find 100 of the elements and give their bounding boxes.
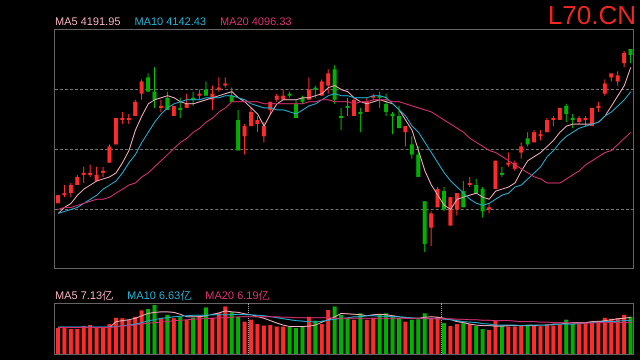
bar [602,318,607,354]
chart-title: L70.CN [548,0,636,30]
bar [346,318,350,354]
candlestick [107,144,112,164]
bar [422,313,427,354]
bar [584,323,588,354]
bar [210,318,214,354]
bar [294,328,298,354]
candlestick [410,136,414,160]
bar [526,326,530,354]
candlestick [526,132,530,147]
bar [88,325,92,354]
bar [313,320,318,354]
bar [288,327,292,354]
bar [332,306,337,354]
candlestick [120,111,124,125]
bar [101,328,106,354]
candlestick [216,76,221,92]
candlestick [442,186,446,212]
bar [230,312,234,354]
candlestick [487,202,492,214]
bar [493,320,498,354]
candlestick [403,126,408,147]
bar [165,314,170,354]
series-label: MA10 6.63亿 [127,289,192,303]
candlestick [184,93,189,108]
bar [596,320,600,354]
bar [352,320,356,354]
bar [500,326,504,354]
bar [56,328,60,354]
bar [442,323,446,354]
bar [242,322,247,354]
candlestick [384,93,388,116]
candlestick [242,124,247,156]
bar [191,318,196,354]
bar [204,307,208,354]
candlestick [82,166,86,184]
bar [519,325,524,354]
bar [410,320,414,354]
candlestick [454,192,459,216]
candlestick [165,91,170,110]
bar [120,318,124,354]
bar [158,318,163,354]
candlestick [480,186,485,218]
bar [532,326,536,354]
candlestick [602,78,607,96]
bar [384,313,388,354]
candlestick [544,118,549,133]
bar [558,324,562,354]
candlestick [570,113,575,129]
bar [306,316,311,354]
bar [564,320,568,354]
bar [371,318,376,354]
candlestick [616,70,620,86]
bar [390,316,395,354]
bar [551,326,556,354]
candlestick [584,115,588,127]
candlestick [198,89,202,100]
candlestick [352,97,356,116]
bar [140,310,144,354]
candlestick [178,97,182,119]
candlestick [94,166,99,182]
bar [172,318,176,354]
bar [429,318,434,354]
bar [512,326,517,354]
bar [114,318,118,354]
candlestick [628,49,633,64]
bar [480,329,485,354]
candlestick [204,80,208,96]
candlestick [133,99,138,116]
candlestick [500,166,504,178]
bar [616,318,620,354]
candlestick [396,105,401,129]
bar [544,324,549,354]
bar [454,324,459,354]
series-label: MA20 6.19亿 [205,289,270,303]
bar [396,318,401,354]
candlestick [622,50,626,68]
bar [133,316,138,354]
bar [590,323,594,354]
candlestick [551,115,556,127]
bar [378,314,382,354]
bar [609,318,614,354]
bar [436,317,440,354]
candlestick [346,97,350,116]
bar [339,314,344,354]
bar [403,322,408,354]
candlestick [532,130,536,143]
bar [184,320,189,354]
bar [570,324,575,354]
candlestick [339,107,344,131]
bar [216,313,221,354]
bar [577,324,582,354]
candlestick [390,111,395,135]
candlestick [62,184,66,198]
candlestick [564,103,568,123]
bar [198,316,202,354]
candlestick [249,107,253,127]
candlestick [158,99,163,112]
candlestick [358,107,362,133]
